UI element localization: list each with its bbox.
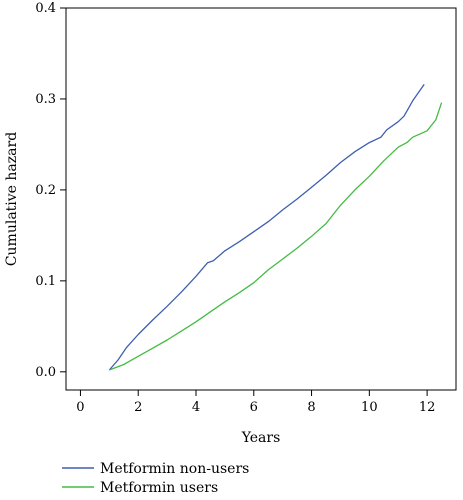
plot-frame (65, 7, 457, 391)
series-line-2 (109, 102, 443, 371)
y-tick-label: 0.0 (35, 365, 56, 380)
y-tick-label: 0.3 (35, 92, 56, 107)
y-axis-title: Cumulative hazard (4, 132, 20, 266)
axes: 0 2 4 6 8 10 12 0.0 0.1 0.2 0.3 0.4 (35, 1, 457, 415)
legend: Metformin non-users Metformin users (62, 461, 249, 496)
legend-label-1: Metformin non-users (100, 461, 249, 477)
x-tick-label: 0 (76, 400, 84, 415)
y-tick-label: 0.2 (35, 183, 56, 198)
x-tick-label: 8 (307, 400, 315, 415)
x-tick-label: 6 (250, 400, 258, 415)
series-line-1 (108, 84, 425, 371)
x-tick-label: 10 (361, 400, 378, 415)
plot-area (108, 84, 443, 371)
x-tick-label: 2 (134, 400, 142, 415)
x-tick-label: 12 (419, 400, 436, 415)
y-tick-label: 0.1 (35, 274, 56, 289)
legend-label-2: Metformin users (100, 480, 218, 496)
x-tick-label: 4 (192, 400, 200, 415)
x-axis-title: Years (241, 430, 281, 446)
y-tick-label: 0.4 (35, 1, 56, 16)
